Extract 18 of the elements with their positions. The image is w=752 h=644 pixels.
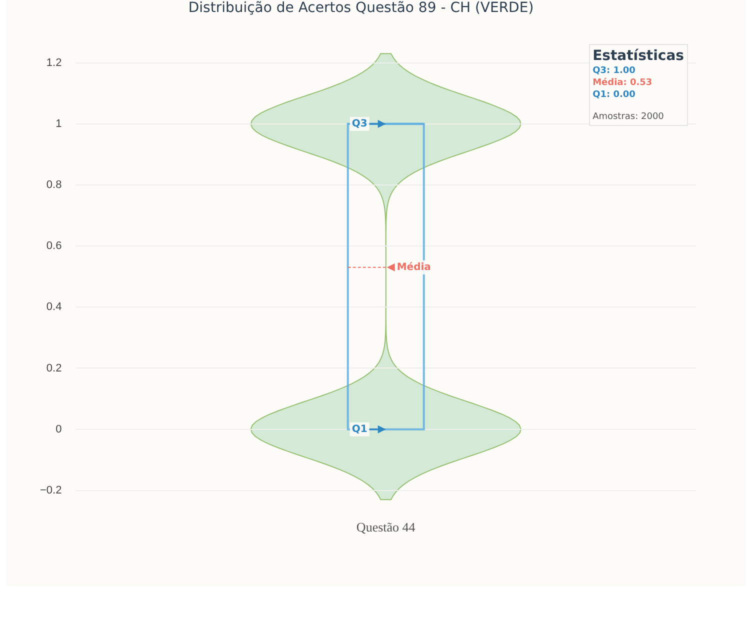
annotation: Q3	[352, 118, 368, 130]
y-tick-label: −0.2	[40, 484, 62, 496]
y-tick-label: 1.2	[46, 56, 62, 69]
annotation: Média: 0.53	[592, 77, 654, 89]
annotation: Q1: 0.00	[592, 89, 636, 101]
annotation: Média	[396, 262, 431, 274]
y-tick-label: 0	[56, 423, 62, 436]
x-tick-label: Questão 44	[356, 520, 416, 535]
y-tick-label: 0.4	[46, 301, 62, 314]
y-tick-label: 0.2	[46, 362, 62, 374]
y-tick-label: 0.8	[46, 179, 62, 192]
annotation: Estatísticas	[592, 47, 684, 65]
annotation: Amostras: 2000	[592, 111, 665, 123]
y-tick-label: 1	[56, 118, 62, 130]
annotation: Q3: 1.00	[592, 65, 636, 77]
y-tick-label: 0.6	[46, 240, 62, 252]
chart-title: Distribuição de Acertos Questão 89 - CH (VERDE)	[188, 0, 534, 16]
annotation: Q1	[352, 424, 368, 435]
